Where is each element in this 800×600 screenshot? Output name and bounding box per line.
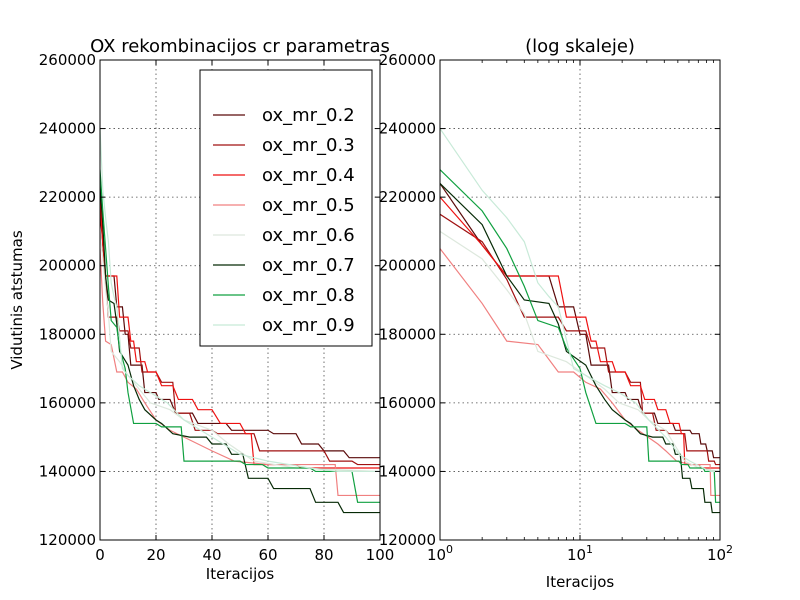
left-y-tick-label: 160000 xyxy=(39,394,96,412)
legend-label: ox_mr_0.6 xyxy=(262,225,355,246)
right-series-line-ox_mr_0-8 xyxy=(440,169,720,503)
right-series-lines xyxy=(440,128,720,514)
left-y-tick-label: 240000 xyxy=(39,120,96,138)
left-x-tick-label: 60 xyxy=(258,546,277,564)
left-x-tick-label: 0 xyxy=(95,546,105,564)
right-chart-title: (log skaleje) xyxy=(525,36,635,57)
right-series-line-ox_mr_0-6 xyxy=(440,230,720,472)
left-series-line-ox_mr_0-6 xyxy=(100,231,380,473)
left-y-tick-label: 220000 xyxy=(39,188,96,206)
left-x-tick-label: 40 xyxy=(202,546,221,564)
right-y-tick-label: 160000 xyxy=(379,394,436,412)
left-series-line-ox_mr_0-8 xyxy=(100,169,380,503)
legend-label: ox_mr_0.8 xyxy=(262,285,355,306)
right-panel: 100 101 102 120000 140000 160000 180000 200000 2… xyxy=(379,36,733,591)
left-series-line-ox_mr_0-3 xyxy=(100,214,380,466)
left-chart-title: OX rekombinacijos cr parametras xyxy=(90,36,390,57)
right-y-tick-label: 120000 xyxy=(379,531,436,549)
right-series-line-ox_mr_0-4 xyxy=(440,196,720,469)
left-x-tick-label: 80 xyxy=(314,546,333,564)
left-x-tick-label: 20 xyxy=(146,546,165,564)
left-series-line-ox_mr_0-7 xyxy=(100,183,380,514)
left-y-tick-label: 180000 xyxy=(39,325,96,343)
legend-label: ox_mr_0.2 xyxy=(262,105,355,126)
left-y-tick-label: 140000 xyxy=(39,462,96,480)
right-y-tick-label: 140000 xyxy=(379,462,436,480)
legend-label: ox_mr_0.3 xyxy=(262,135,355,156)
left-ticks: 0 20 40 60 80 100 120000 140000 160000 180000 2000… xyxy=(39,51,395,564)
right-series-line-ox_mr_0-2 xyxy=(440,183,720,459)
legend-label: ox_mr_0.5 xyxy=(262,195,355,216)
right-x-tick-label: 102 xyxy=(707,543,733,564)
right-ticks: 100 101 102 120000 140000 160000 180000 200000 2… xyxy=(379,51,733,564)
legend: ox_mr_0.2 ox_mr_0.3 ox_mr_0.4 ox_mr_0.5 ox_m… xyxy=(199,69,373,347)
legend-label: ox_mr_0.7 xyxy=(262,255,355,276)
right-series-line-ox_mr_0-9 xyxy=(440,128,720,473)
right-y-tick-label: 220000 xyxy=(379,188,436,206)
left-x-tick-label: 100 xyxy=(366,546,395,564)
right-series-line-ox_mr_0-3 xyxy=(440,213,720,466)
legend-label: ox_mr_0.9 xyxy=(262,315,355,336)
right-x-axis-label: Iteracijos xyxy=(546,573,615,591)
legend-label: ox_mr_0.4 xyxy=(262,165,355,186)
left-panel: 0 20 40 60 80 100 120000 140000 160000 180000 2000… xyxy=(8,36,394,583)
left-x-axis-label: Iteracijos xyxy=(206,565,275,583)
left-y-tick-label: 260000 xyxy=(39,51,96,69)
right-series-line-ox_mr_0-7 xyxy=(440,183,720,514)
left-series-line-ox_mr_0-4 xyxy=(100,197,380,469)
left-y-tick-label: 120000 xyxy=(39,531,96,549)
left-series-line-ox_mr_0-9 xyxy=(100,128,380,473)
legend-box xyxy=(199,69,373,347)
right-y-tick-label: 200000 xyxy=(379,257,436,275)
right-y-tick-label: 260000 xyxy=(379,51,436,69)
right-x-tick-label: 100 xyxy=(427,543,453,564)
left-y-axis-label: Vidutinis atstumas xyxy=(8,230,26,370)
legend-items: ox_mr_0.2 ox_mr_0.3 ox_mr_0.4 ox_mr_0.5 ox_m… xyxy=(213,105,355,336)
right-gridlines xyxy=(440,60,720,540)
left-y-tick-label: 200000 xyxy=(39,257,96,275)
left-series-line-ox_mr_0-2 xyxy=(100,183,380,459)
right-y-tick-label: 180000 xyxy=(379,325,436,343)
right-x-tick-label: 101 xyxy=(567,543,593,564)
right-y-tick-label: 240000 xyxy=(379,120,436,138)
left-plot-frame xyxy=(99,59,381,541)
left-series-lines xyxy=(100,128,380,514)
